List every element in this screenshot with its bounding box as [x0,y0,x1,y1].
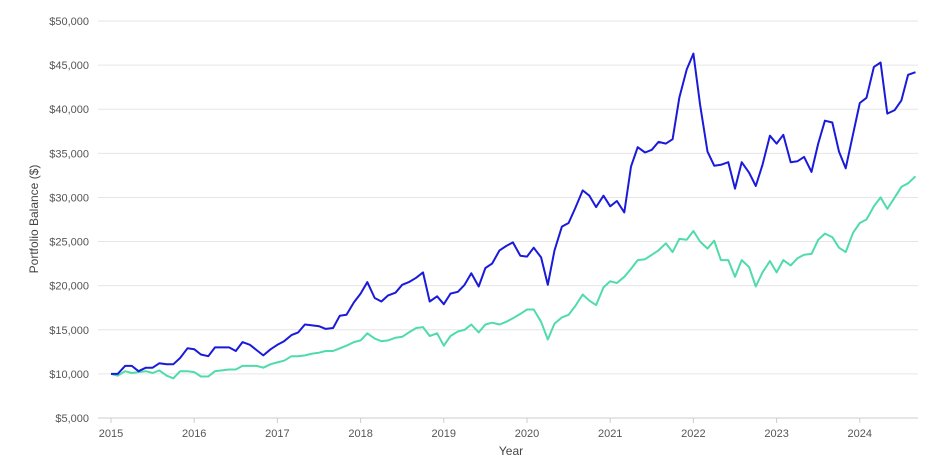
x-tick-label: 2015 [99,428,123,440]
x-axis-title: Year [499,444,523,458]
y-tick-label: $5,000 [55,413,89,425]
x-tick-label: 2021 [598,428,622,440]
y-axis-ticks: $5,000 $10,000 $15,000 $20,000 $25,000 $30,00… [49,16,89,425]
y-tick-label: $35,000 [49,148,89,160]
y-tick-label: $20,000 [49,281,89,293]
y-axis-title: Portfolio Balance ($) [27,165,41,274]
x-tick-label: 2024 [848,428,872,440]
series-1-line [111,52,916,375]
y-tick-label: $45,000 [49,60,89,72]
grid [98,20,918,419]
y-tick-label: $40,000 [49,104,89,116]
x-tick-label: 2019 [432,428,456,440]
y-tick-label: $10,000 [49,369,89,381]
x-axis-ticks: 2015 2016 2017 2018 2019 2020 2021 2022 2023 2024 [99,418,872,440]
x-tick-label: 2016 [182,428,206,440]
y-tick-label: $15,000 [49,325,89,337]
y-tick-label: $25,000 [49,237,89,249]
x-tick-label: 2023 [764,428,788,440]
x-tick-label: 2022 [681,428,705,440]
x-tick-label: 2017 [265,428,289,440]
series-2-line [110,175,917,380]
x-tick-label: 2020 [515,428,539,440]
y-tick-label: $30,000 [49,192,89,204]
y-tick-label: $50,000 [49,16,89,28]
x-tick-label: 2018 [348,428,372,440]
series-lines [110,52,917,380]
